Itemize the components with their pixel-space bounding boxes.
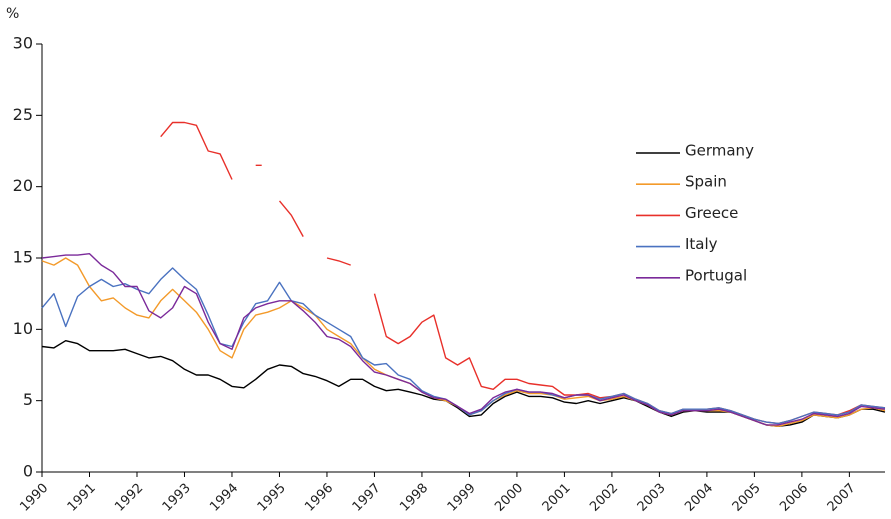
x-tick-label: 1990 (17, 481, 51, 515)
x-tick-label: 1991 (65, 481, 99, 515)
x-tick-label: 1999 (445, 481, 479, 515)
x-tick-label: 2001 (540, 481, 574, 515)
series-line (41, 253, 886, 426)
x-tick-label: 1996 (302, 481, 336, 515)
x-tick-label: 2003 (635, 481, 669, 515)
y-axis-label: % (6, 6, 19, 22)
x-tick-label: 1998 (397, 481, 431, 515)
series-line (41, 340, 886, 427)
series-line (41, 267, 886, 425)
y-tick-label: 25 (13, 105, 33, 124)
legend-label: Italy (685, 235, 718, 253)
x-tick-label: 1993 (160, 481, 194, 515)
x-tick-label: 2007 (825, 481, 859, 515)
x-tick-label: 2000 (492, 481, 526, 515)
legend-label: Germany (685, 142, 754, 160)
legend-label: Greece (685, 204, 738, 222)
y-tick-label: 10 (13, 319, 33, 338)
y-tick-label: 5 (23, 390, 33, 409)
x-tick-label: 2002 (587, 481, 621, 515)
x-tick-label: 2006 (777, 481, 811, 515)
series-line (160, 121, 886, 425)
x-tick-label: 2004 (682, 481, 716, 515)
y-tick-label: 15 (13, 248, 33, 267)
legend-label: Portugal (685, 266, 747, 284)
y-tick-label: 20 (13, 176, 33, 195)
y-tick-label: 0 (23, 462, 33, 481)
legend-label: Spain (685, 173, 727, 191)
x-tick-label: 1995 (255, 481, 289, 515)
x-tick-label: 2005 (730, 481, 764, 515)
x-tick-label: 1992 (112, 481, 146, 515)
x-tick-label: 1994 (207, 481, 241, 515)
x-tick-label: 1997 (350, 481, 384, 515)
y-tick-label: 30 (13, 34, 33, 53)
series-line (41, 257, 886, 427)
